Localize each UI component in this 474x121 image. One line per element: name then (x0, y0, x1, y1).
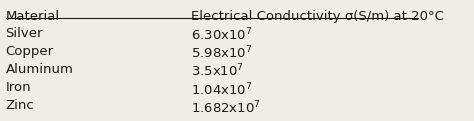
Text: 5.98x10$^{7}$: 5.98x10$^{7}$ (191, 45, 252, 62)
Text: 1.682x10$^{7}$: 1.682x10$^{7}$ (191, 99, 260, 116)
Text: Material: Material (6, 10, 60, 23)
Text: 6.30x10$^{7}$: 6.30x10$^{7}$ (191, 27, 252, 44)
Text: Electrical Conductivity σ(S/m) at 20°C: Electrical Conductivity σ(S/m) at 20°C (191, 10, 444, 23)
Text: 3.5x10$^{7}$: 3.5x10$^{7}$ (191, 63, 244, 80)
Text: Iron: Iron (6, 81, 31, 94)
Text: Zinc: Zinc (6, 99, 34, 112)
Text: Silver: Silver (6, 27, 43, 40)
Text: Aluminum: Aluminum (6, 63, 73, 76)
Text: Copper: Copper (6, 45, 54, 58)
Text: 1.04x10$^{7}$: 1.04x10$^{7}$ (191, 81, 252, 98)
